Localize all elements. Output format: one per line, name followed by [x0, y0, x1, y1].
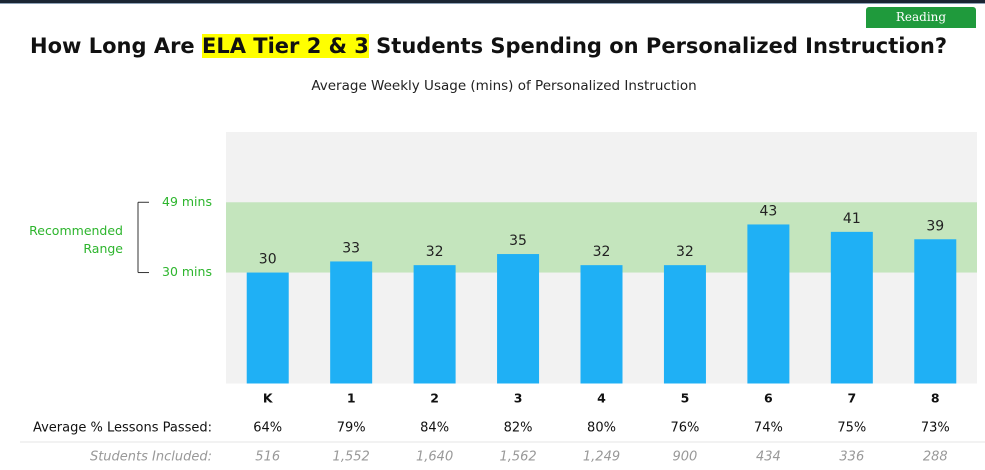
row-value: 288 — [923, 450, 948, 465]
row-value: 74% — [754, 421, 783, 436]
bar — [663, 265, 706, 384]
data-label: 39 — [926, 218, 944, 234]
row-value: 1,552 — [333, 450, 370, 465]
tab: Reading — [866, 7, 976, 28]
x-tick-label: 4 — [597, 391, 606, 406]
x-tick-label: 8 — [931, 391, 940, 406]
bar — [580, 265, 623, 384]
data-label: 32 — [676, 244, 694, 260]
x-tick-label: 7 — [847, 391, 856, 406]
row-value: 76% — [670, 421, 699, 436]
title-part: How Long Are — [30, 34, 202, 58]
range-low-label: 30 mins — [162, 264, 212, 279]
data-label: 30 — [259, 252, 277, 268]
bar — [330, 261, 373, 384]
row-value: 1,562 — [499, 450, 536, 465]
row-value: 900 — [673, 450, 698, 465]
data-label: 32 — [593, 244, 611, 260]
x-tick-label: 1 — [347, 391, 356, 406]
top-bar — [0, 0, 985, 3]
bar — [246, 272, 289, 384]
row-value: 1,640 — [416, 450, 453, 465]
row-value: 336 — [839, 450, 864, 465]
x-tick-label: K — [263, 391, 274, 406]
row-value: 84% — [420, 421, 449, 436]
x-tick-label: 2 — [430, 391, 439, 406]
top-bar-edge — [0, 3, 985, 4]
row-value: 75% — [837, 421, 866, 436]
data-label: 43 — [759, 203, 777, 219]
data-label: 32 — [426, 244, 444, 260]
bar — [830, 231, 873, 384]
x-tick-label: 3 — [514, 391, 523, 406]
row-value: 434 — [756, 450, 781, 465]
row-value: 80% — [587, 421, 616, 436]
row-value: 73% — [921, 421, 950, 436]
x-tick-label: 5 — [681, 391, 690, 406]
data-label: 41 — [843, 211, 861, 227]
data-label: 35 — [509, 233, 527, 249]
row-label: Students Included: — [90, 450, 212, 465]
bar — [413, 265, 456, 384]
x-tick-label: 6 — [764, 391, 773, 406]
row-value: 79% — [337, 421, 366, 436]
bar — [497, 254, 540, 384]
range-high-label: 49 mins — [162, 194, 212, 209]
range-label: Recommended Range — [29, 223, 123, 256]
bar — [914, 239, 957, 384]
title-part: Students Spending on Personalized Instru… — [368, 34, 948, 58]
row-label: Average % Lessons Passed: — [33, 421, 212, 436]
chart-subtitle: Average Weekly Usage (mins) of Personali… — [311, 78, 697, 94]
data-label: 33 — [342, 240, 360, 256]
row-value: 82% — [504, 421, 533, 436]
row-value: 516 — [255, 450, 280, 465]
bar — [747, 224, 790, 384]
row-value: 64% — [253, 421, 282, 436]
row-value: 1,249 — [583, 450, 620, 465]
chart-title: How Long Are ELA Tier 2 & 3 Students Spe… — [30, 34, 947, 58]
title-highlight: ELA Tier 2 & 3 — [201, 34, 369, 58]
